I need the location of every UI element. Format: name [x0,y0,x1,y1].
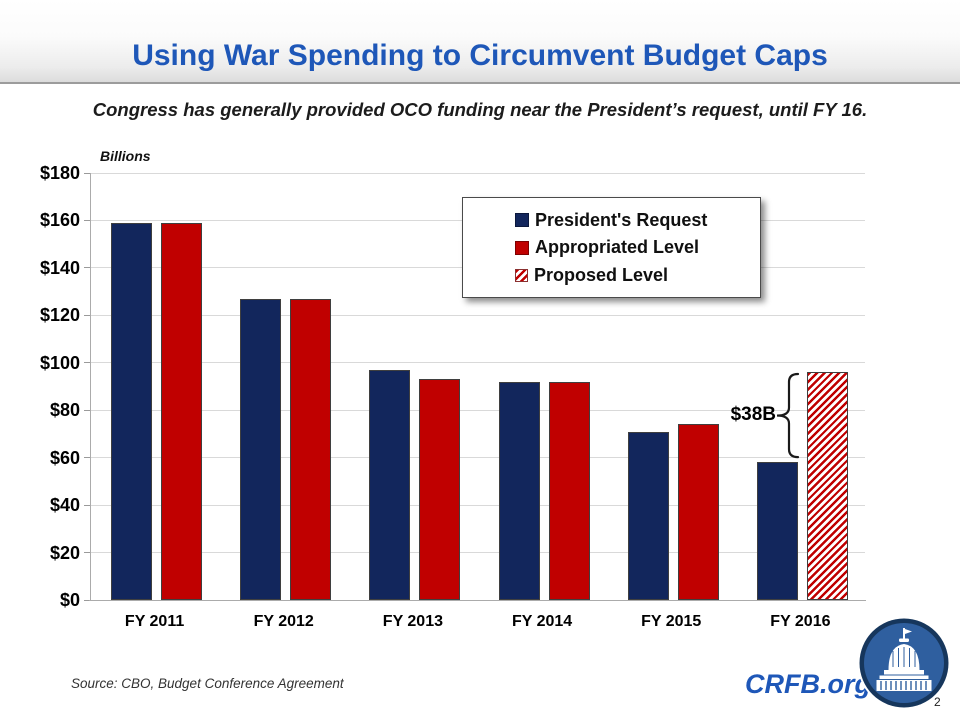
gridline [90,552,865,554]
page-number: 2 [934,695,941,709]
bar-appropriated-level-fy-2011 [161,222,202,600]
gridline [90,314,865,316]
y-axis-tick-label: $0 [59,590,80,610]
bar-proposed-level-fy-2016 [806,372,848,600]
y-axis-tick [84,362,90,364]
y-axis-tick [84,409,90,411]
bar-appropriated-level-fy-2014 [548,381,590,600]
y-axis-tick-label: $120 [39,305,80,326]
subtitle: Congress has generally provided OCO fund… [92,99,868,120]
bar-president-s-request-fy-2011 [111,222,152,600]
legend-label: President's Request [535,209,708,230]
y-axis-tick [84,219,90,221]
y-axis-tick-label: $100 [39,352,80,373]
gridline [90,409,865,411]
y-axis-tick-label: $160 [39,210,80,231]
y-axis-tick [84,552,90,554]
legend-label: Appropriated Level [535,237,700,257]
legend-item-president-s-request: President's Request [515,210,754,231]
bar-appropriated-level-fy-2015 [677,424,719,600]
y-axis-tick [84,172,90,174]
gridline [90,457,865,459]
gridline [90,172,865,174]
y-axis-tick-label: $20 [49,542,80,563]
bar-president-s-request-fy-2014 [498,381,540,600]
gridline [90,504,865,506]
y-axis-line [89,173,91,600]
x-axis-label-fy-2014: FY 2014 [511,613,573,630]
y-axis-tick-label: $80 [49,400,80,421]
x-axis-label-fy-2013: FY 2013 [382,613,443,630]
bar-appropriated-level-fy-2012 [290,298,332,600]
legend: President's Request Appropriated Level Pro… [462,197,761,298]
y-axis-tick [84,599,90,601]
y-axis-tick [84,504,90,506]
legend-item-proposed-level: Proposed Level [515,265,754,286]
y-axis-tick-label: $180 [39,163,80,183]
bar-president-s-request-fy-2013 [369,369,411,600]
source-note: Source: CBO, Budget Conference Agreement [71,676,344,691]
y-axis-tick [84,457,90,459]
x-axis-label-fy-2016: FY 2016 [770,613,831,630]
header-band: Using War Spending to Circumvent Budget … [0,0,960,84]
annotation-38b: $38B [730,403,776,425]
x-axis-label-fy-2015: FY 2015 [641,613,702,630]
brace-annotation [776,373,800,459]
legend-item-appropriated-level: Appropriated Level [515,237,754,258]
y-axis-tick-label: $40 [49,495,80,516]
y-axis-unit-label: Billions [100,148,151,164]
legend-swatch-president-s-request [515,213,529,227]
brand-link: CRFB.org [745,669,871,699]
bar-president-s-request-fy-2012 [240,298,282,600]
bar-president-s-request-fy-2016 [756,462,798,600]
x-axis-line [89,599,866,601]
legend-swatch-appropriated-level [515,240,529,255]
legend-label: Proposed Level [534,264,669,285]
capitol-dome-logo-icon [857,616,951,710]
y-axis-tick-label: $60 [49,447,80,468]
x-axis-label-fy-2011: FY 2011 [124,613,185,630]
bar-president-s-request-fy-2015 [627,431,669,600]
page-title: Using War Spending to Circumvent Budget … [132,39,828,72]
y-axis-tick [84,314,90,316]
bar-appropriated-level-fy-2013 [419,379,461,600]
y-axis-tick [84,267,90,269]
y-axis-tick-label: $140 [39,257,80,278]
gridline [90,362,865,364]
legend-swatch-proposed-level [515,268,528,282]
x-axis-label-fy-2012: FY 2012 [253,613,314,630]
